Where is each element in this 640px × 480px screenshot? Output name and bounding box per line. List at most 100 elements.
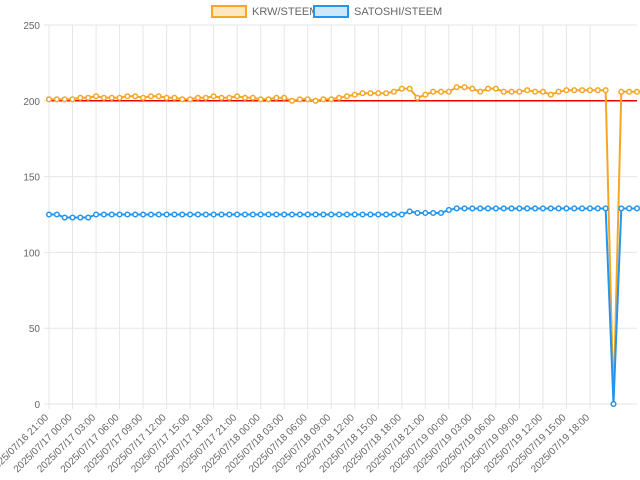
data-point[interactable] — [516, 205, 523, 212]
legend-label-krw[interactable]: KRW/STEEM — [252, 6, 318, 18]
data-point[interactable] — [61, 214, 68, 221]
data-point[interactable] — [155, 93, 162, 100]
data-point[interactable] — [508, 88, 515, 95]
data-point[interactable] — [398, 211, 405, 218]
data-point[interactable] — [579, 87, 586, 94]
data-point[interactable] — [555, 88, 562, 95]
data-point[interactable] — [77, 214, 84, 221]
data-point[interactable] — [602, 87, 609, 94]
data-point[interactable] — [469, 85, 476, 92]
data-point[interactable] — [45, 211, 53, 218]
data-point[interactable] — [532, 88, 539, 95]
data-point[interactable] — [445, 206, 452, 214]
data-point[interactable] — [586, 87, 594, 94]
data-point[interactable] — [194, 211, 202, 218]
data-point[interactable] — [171, 94, 178, 101]
data-point[interactable] — [85, 214, 92, 221]
data-point[interactable] — [265, 211, 272, 218]
data-point[interactable] — [328, 211, 335, 218]
data-point[interactable] — [132, 211, 139, 218]
data-point[interactable] — [132, 93, 139, 100]
data-point[interactable] — [563, 87, 570, 94]
data-point[interactable] — [571, 205, 578, 212]
data-point[interactable] — [202, 94, 209, 101]
data-point[interactable] — [100, 211, 107, 218]
data-point[interactable] — [437, 209, 445, 217]
data-point[interactable] — [461, 84, 468, 91]
data-point[interactable] — [547, 205, 554, 212]
data-point[interactable] — [633, 205, 640, 212]
legend-swatch-krw[interactable] — [211, 5, 247, 18]
data-point[interactable] — [539, 205, 546, 212]
data-point[interactable] — [594, 205, 601, 212]
data-point[interactable] — [422, 209, 429, 217]
data-point[interactable] — [53, 211, 60, 218]
data-point[interactable] — [288, 211, 296, 218]
data-point[interactable] — [555, 205, 562, 212]
data-point[interactable] — [390, 88, 398, 95]
data-point[interactable] — [461, 205, 468, 212]
data-point[interactable] — [477, 88, 484, 95]
data-point[interactable] — [367, 211, 374, 218]
data-point[interactable] — [265, 96, 272, 103]
data-point[interactable] — [100, 94, 107, 101]
data-point[interactable] — [281, 211, 288, 218]
data-point[interactable] — [579, 205, 586, 212]
data-point[interactable] — [85, 94, 92, 101]
data-point[interactable] — [69, 96, 76, 103]
chart-legend[interactable]: KRW/STEEM SATOSHI/STEEM — [211, 5, 442, 18]
data-point[interactable] — [398, 85, 405, 92]
data-point[interactable] — [351, 211, 358, 218]
data-point[interactable] — [249, 211, 256, 218]
data-point[interactable] — [406, 85, 413, 92]
data-point[interactable] — [45, 96, 53, 103]
data-point[interactable] — [618, 88, 625, 95]
data-point[interactable] — [69, 214, 76, 221]
data-point[interactable] — [414, 94, 421, 101]
data-point[interactable] — [594, 87, 601, 94]
data-point[interactable] — [500, 88, 507, 95]
data-point[interactable] — [610, 400, 617, 408]
data-point[interactable] — [539, 88, 546, 95]
data-point[interactable] — [469, 205, 476, 212]
data-point[interactable] — [492, 205, 499, 212]
data-point[interactable] — [194, 94, 202, 101]
legend-label-satoshi[interactable]: SATOSHI/STEEM — [354, 6, 442, 18]
data-point[interactable] — [508, 205, 515, 212]
data-point[interactable] — [453, 205, 460, 212]
data-point[interactable] — [304, 211, 311, 218]
data-point[interactable] — [92, 93, 100, 100]
legend-swatch-satoshi[interactable] — [313, 5, 349, 18]
data-point[interactable] — [296, 96, 303, 103]
data-point[interactable] — [430, 209, 437, 217]
data-point[interactable] — [383, 90, 390, 97]
data-point[interactable] — [92, 211, 100, 218]
data-point[interactable] — [524, 205, 531, 212]
data-point[interactable] — [390, 211, 398, 218]
data-point[interactable] — [210, 93, 217, 100]
data-point[interactable] — [124, 93, 131, 100]
data-point[interactable] — [116, 211, 123, 218]
data-point[interactable] — [571, 87, 578, 94]
data-point[interactable] — [320, 96, 327, 103]
data-point[interactable] — [516, 88, 523, 95]
data-point[interactable] — [202, 211, 209, 218]
data-point[interactable] — [602, 205, 609, 212]
data-point[interactable] — [445, 88, 452, 95]
data-point[interactable] — [312, 211, 319, 218]
data-point[interactable] — [359, 211, 366, 218]
data-point[interactable] — [241, 94, 249, 101]
data-point[interactable] — [163, 94, 170, 101]
data-point[interactable] — [586, 205, 594, 212]
data-point[interactable] — [226, 94, 233, 101]
data-point[interactable] — [437, 88, 445, 95]
data-point[interactable] — [288, 97, 296, 104]
data-point[interactable] — [367, 90, 374, 97]
data-point[interactable] — [500, 205, 507, 212]
data-point[interactable] — [179, 96, 186, 103]
data-point[interactable] — [484, 85, 492, 92]
data-point[interactable] — [53, 96, 60, 103]
data-point[interactable] — [147, 93, 154, 100]
data-point[interactable] — [414, 209, 421, 217]
data-point[interactable] — [257, 96, 264, 103]
